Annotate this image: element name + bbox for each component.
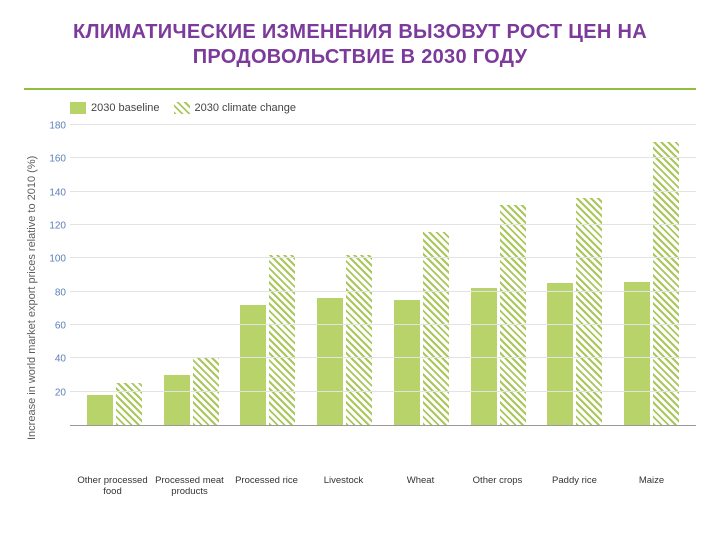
x-tick-label: Processed rice (228, 476, 305, 498)
y-tick-label: 140 (49, 187, 66, 198)
y-axis-label: Increase in world market export prices r… (24, 126, 40, 470)
bar-baseline (624, 282, 650, 425)
bar-climate (193, 358, 219, 425)
legend-label-baseline: 2030 baseline (91, 102, 160, 114)
bar-climate (269, 255, 295, 425)
gridline (70, 324, 696, 325)
bar-baseline (547, 283, 573, 425)
bar-climate (116, 383, 142, 425)
y-tick-label: 20 (55, 387, 66, 398)
y-tick-label: 120 (49, 221, 66, 232)
bar-group (624, 142, 679, 425)
legend-item-climate: 2030 climate change (174, 102, 297, 114)
gridline (70, 157, 696, 158)
legend-swatch-baseline (70, 102, 86, 114)
chart-container: 2030 baseline 2030 climate change Increa… (24, 88, 696, 498)
gridline (70, 191, 696, 192)
y-tick-label: 80 (55, 287, 66, 298)
chart-area: Increase in world market export prices r… (24, 126, 696, 470)
bar-group (87, 383, 142, 425)
bar-group (317, 255, 372, 425)
y-tick-label: 100 (49, 254, 66, 265)
y-tick-label: 180 (49, 121, 66, 132)
y-tick-label: 40 (55, 354, 66, 365)
x-tick-label: Other crops (459, 476, 536, 498)
y-tick-label: 160 (49, 154, 66, 165)
bar-climate (653, 142, 679, 425)
bar-group (164, 358, 219, 425)
slide: КЛИМАТИЧЕСКИЕ ИЗМЕНЕНИЯ ВЫЗОВУТ РОСТ ЦЕН… (0, 0, 720, 540)
x-tick-label: Other processedfood (74, 476, 151, 498)
bar-baseline (317, 298, 343, 425)
bar-group (471, 205, 526, 425)
bar-group (394, 232, 449, 425)
gridline (70, 224, 696, 225)
bar-climate (346, 255, 372, 425)
bar-climate (423, 232, 449, 425)
gridline (70, 291, 696, 292)
plot-area (70, 126, 696, 426)
legend-swatch-climate (174, 102, 190, 114)
bar-baseline (87, 395, 113, 425)
bar-climate (500, 205, 526, 425)
gridline (70, 124, 696, 125)
x-tick-label: Maize (613, 476, 690, 498)
gridline (70, 257, 696, 258)
x-axis-labels: Other processedfoodProcessed meatproduct… (68, 470, 696, 498)
legend-item-baseline: 2030 baseline (70, 102, 160, 114)
y-ticks: 20406080100120140160180 (40, 126, 70, 426)
bar-group (240, 255, 295, 425)
x-tick-label: Processed meatproducts (151, 476, 228, 498)
bar-baseline (394, 300, 420, 425)
legend-label-climate: 2030 climate change (195, 102, 297, 114)
x-tick-label: Wheat (382, 476, 459, 498)
x-tick-label: Livestock (305, 476, 382, 498)
gridline (70, 391, 696, 392)
legend: 2030 baseline 2030 climate change (24, 98, 696, 126)
x-tick-label: Paddy rice (536, 476, 613, 498)
bar-baseline (240, 305, 266, 425)
page-title: КЛИМАТИЧЕСКИЕ ИЗМЕНЕНИЯ ВЫЗОВУТ РОСТ ЦЕН… (24, 20, 696, 70)
y-tick-label: 60 (55, 321, 66, 332)
bars-layer (70, 126, 696, 425)
bar-baseline (164, 375, 190, 425)
gridline (70, 357, 696, 358)
